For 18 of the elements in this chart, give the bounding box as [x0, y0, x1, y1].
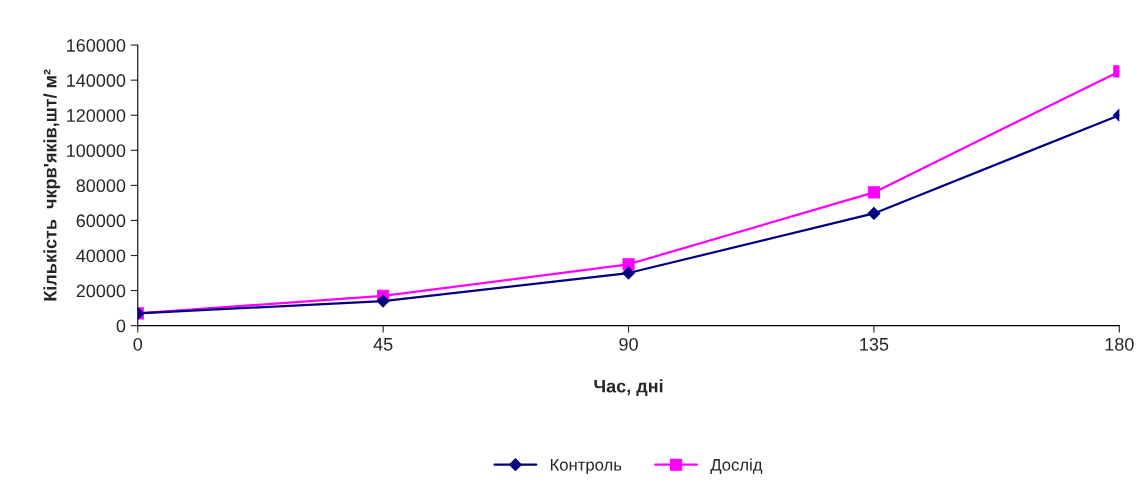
y-tick-label: 80000	[76, 179, 126, 193]
x-tick-label: 90	[619, 337, 638, 351]
y-tick-label: 140000	[67, 74, 126, 87]
y-tick-label: 160000	[67, 39, 126, 52]
x-tick-label: 45	[373, 338, 393, 351]
legend-label: Дослід	[710, 458, 763, 474]
x-tick-label: 135	[860, 337, 889, 351]
y-axis-title: Кількість чкрв'яків,шт/ м²	[43, 69, 61, 301]
x-axis-title: Час, дні	[594, 379, 663, 396]
y-tick-label: 0	[116, 319, 126, 333]
legend-label: Контроль	[550, 459, 622, 475]
x-tick-label: 180	[1105, 337, 1134, 351]
y-tick-label: 40000	[76, 249, 126, 263]
y-tick-label: 20000	[76, 284, 126, 298]
x-tick-label: 0	[133, 337, 143, 351]
y-tick-label: 120000	[67, 109, 126, 122]
y-tick-label: 60000	[76, 214, 126, 228]
y-tick-label: 100000	[67, 144, 126, 158]
